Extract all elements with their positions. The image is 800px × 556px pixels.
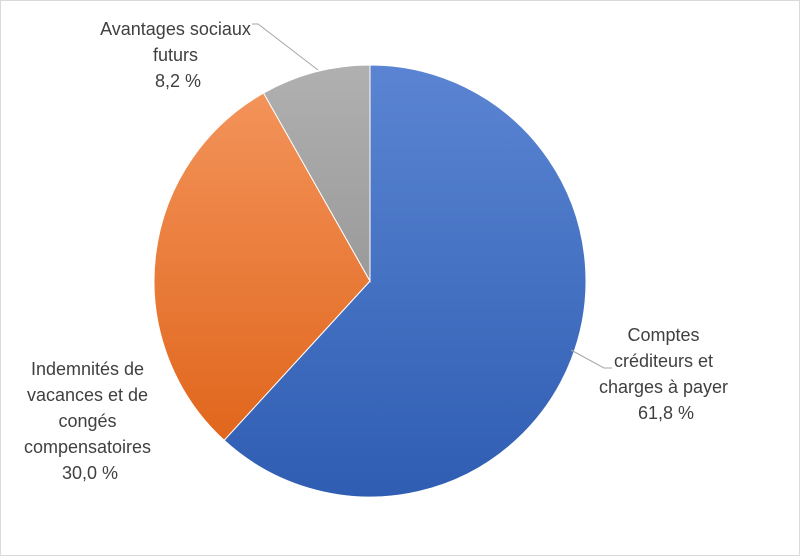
leader-line-avantages [252, 23, 319, 71]
slice-label-comptes: Comptes créditeurs et charges à payer 61… [599, 325, 733, 423]
slice-label-indemnites: Indemnités de vacances et de congés comp… [24, 359, 156, 483]
slice-label-avantages: Avantages sociaux futurs 8,2 % [100, 19, 256, 91]
slice-avantages [262, 64, 371, 283]
slice-indemnites [153, 92, 371, 442]
leader-line-comptes [570, 349, 612, 369]
slice-comptes [223, 64, 587, 498]
